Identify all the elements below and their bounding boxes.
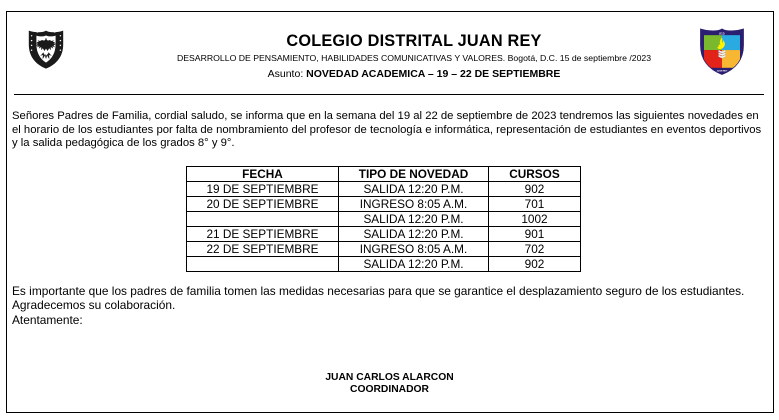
svg-text:I.E.D.: I.E.D.: [719, 33, 726, 36]
